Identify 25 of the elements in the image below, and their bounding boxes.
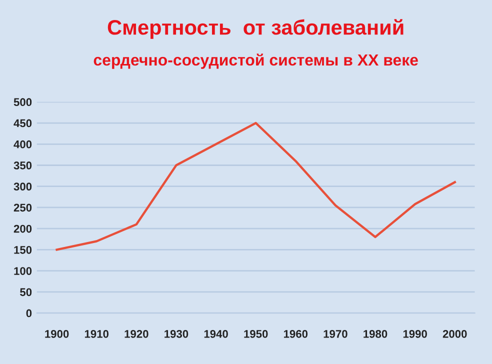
- x-tick-label: 1920: [124, 330, 148, 338]
- y-tick-label: 500: [14, 98, 32, 106]
- x-tick-label: 1930: [164, 330, 188, 338]
- y-tick-label: 300: [14, 182, 32, 191]
- chart-subtitle: сердечно-сосудистой системы в XX веке: [94, 54, 418, 69]
- chart-title: Смертность от заболеваний: [108, 19, 404, 39]
- y-tick-label: 200: [14, 224, 32, 233]
- y-tick-label: 450: [14, 119, 32, 128]
- x-tick-label: 1990: [403, 330, 427, 338]
- x-tick-label: 2000: [442, 330, 467, 338]
- x-tick-label: 1900: [45, 330, 69, 338]
- y-tick-label: 0: [26, 309, 32, 318]
- x-tick-label: 1960: [284, 330, 308, 338]
- y-tick-label: 50: [20, 288, 32, 296]
- x-tick-label: 1910: [84, 330, 109, 338]
- y-tick-label: 400: [14, 140, 32, 148]
- x-tick-label: 1980: [364, 330, 388, 338]
- line-series: [56, 122, 456, 251]
- y-tick-label: 150: [14, 246, 32, 254]
- x-tick-label: 1950: [244, 330, 268, 338]
- y-tick-label: 250: [14, 204, 32, 212]
- y-tick-label: 100: [14, 267, 32, 275]
- x-tick-label: 1940: [204, 330, 228, 338]
- y-tick-label: 350: [14, 162, 32, 170]
- x-tick-label: 1970: [324, 330, 348, 338]
